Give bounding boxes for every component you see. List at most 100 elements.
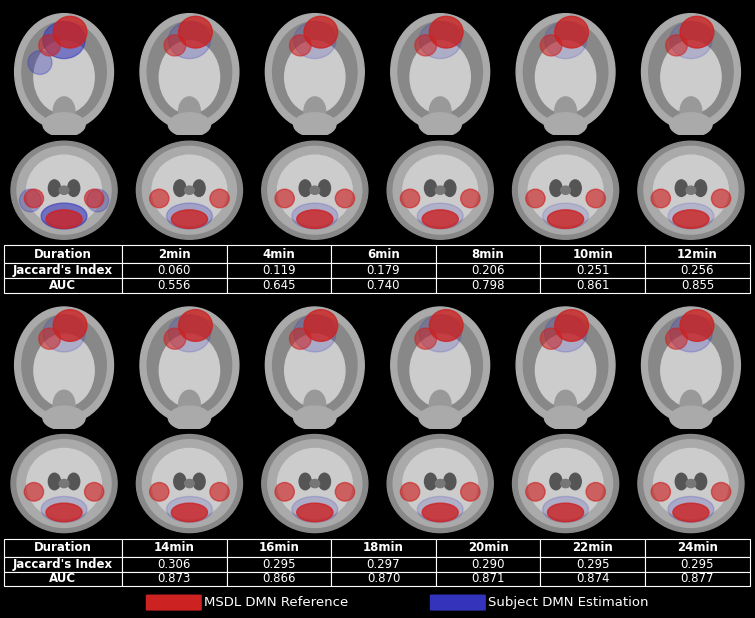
Ellipse shape <box>387 141 493 239</box>
Ellipse shape <box>41 496 87 522</box>
Ellipse shape <box>555 310 588 341</box>
Ellipse shape <box>680 16 713 48</box>
Ellipse shape <box>711 189 731 208</box>
Bar <box>122 263 226 278</box>
Bar <box>645 263 750 278</box>
Ellipse shape <box>294 406 336 430</box>
Ellipse shape <box>152 155 226 226</box>
Bar <box>541 263 645 278</box>
Ellipse shape <box>430 310 463 341</box>
Ellipse shape <box>185 480 194 488</box>
Ellipse shape <box>159 334 220 407</box>
Ellipse shape <box>185 186 194 194</box>
Ellipse shape <box>422 210 458 229</box>
Ellipse shape <box>273 315 357 415</box>
Text: AUC: AUC <box>49 572 76 585</box>
Ellipse shape <box>673 503 709 522</box>
Bar <box>541 538 645 557</box>
Ellipse shape <box>294 112 336 137</box>
Ellipse shape <box>11 434 117 533</box>
Ellipse shape <box>461 189 480 208</box>
Ellipse shape <box>24 483 44 501</box>
Ellipse shape <box>419 112 461 137</box>
Text: 0.873: 0.873 <box>158 572 191 585</box>
Text: Duration: Duration <box>34 541 92 554</box>
Ellipse shape <box>149 189 169 208</box>
Bar <box>436 263 541 278</box>
Ellipse shape <box>569 473 581 489</box>
Ellipse shape <box>168 315 211 352</box>
Ellipse shape <box>666 35 687 56</box>
Ellipse shape <box>523 22 608 122</box>
Ellipse shape <box>310 186 319 194</box>
Bar <box>331 572 436 586</box>
Ellipse shape <box>400 483 420 501</box>
Text: 12min: 12min <box>677 248 718 261</box>
Ellipse shape <box>53 97 75 126</box>
Ellipse shape <box>43 315 85 352</box>
Ellipse shape <box>516 307 615 423</box>
Bar <box>4 572 122 586</box>
Ellipse shape <box>137 141 242 239</box>
Ellipse shape <box>419 406 461 430</box>
Ellipse shape <box>555 16 588 48</box>
Ellipse shape <box>430 16 463 48</box>
Ellipse shape <box>292 496 337 522</box>
Ellipse shape <box>174 180 186 197</box>
Ellipse shape <box>541 35 562 56</box>
Bar <box>331 278 436 293</box>
Ellipse shape <box>547 210 584 229</box>
Ellipse shape <box>39 35 60 56</box>
Ellipse shape <box>46 503 82 522</box>
Ellipse shape <box>140 307 239 423</box>
Ellipse shape <box>414 35 436 56</box>
Ellipse shape <box>17 146 111 234</box>
Ellipse shape <box>544 112 587 137</box>
Text: 0.871: 0.871 <box>471 572 505 585</box>
Bar <box>436 278 541 293</box>
Text: 0.740: 0.740 <box>367 279 400 292</box>
Ellipse shape <box>686 480 696 488</box>
Ellipse shape <box>569 180 581 197</box>
Ellipse shape <box>68 180 80 197</box>
Text: 0.206: 0.206 <box>471 265 505 277</box>
Ellipse shape <box>179 97 200 126</box>
Ellipse shape <box>299 180 311 197</box>
Ellipse shape <box>444 180 456 197</box>
Ellipse shape <box>48 473 60 489</box>
Ellipse shape <box>39 328 60 349</box>
Ellipse shape <box>400 189 420 208</box>
Bar <box>645 245 750 263</box>
Ellipse shape <box>654 155 729 226</box>
Ellipse shape <box>14 14 113 130</box>
Ellipse shape <box>414 328 436 349</box>
Ellipse shape <box>43 112 85 137</box>
Ellipse shape <box>285 41 345 114</box>
Ellipse shape <box>210 483 230 501</box>
Ellipse shape <box>680 390 702 420</box>
Ellipse shape <box>387 434 493 533</box>
Bar <box>541 572 645 586</box>
Bar <box>436 557 541 572</box>
Ellipse shape <box>668 203 714 229</box>
Ellipse shape <box>167 203 212 229</box>
Ellipse shape <box>544 22 587 59</box>
Text: 0.866: 0.866 <box>262 572 296 585</box>
Ellipse shape <box>43 22 85 59</box>
Ellipse shape <box>304 390 325 420</box>
Ellipse shape <box>289 328 311 349</box>
Ellipse shape <box>393 439 487 527</box>
Ellipse shape <box>179 310 212 341</box>
Ellipse shape <box>422 503 458 522</box>
Ellipse shape <box>670 112 712 137</box>
Ellipse shape <box>159 41 220 114</box>
Ellipse shape <box>273 22 357 122</box>
Text: Jaccard's Index: Jaccard's Index <box>13 557 113 570</box>
Ellipse shape <box>277 449 352 519</box>
Ellipse shape <box>266 14 364 130</box>
Ellipse shape <box>335 189 355 208</box>
Ellipse shape <box>651 189 670 208</box>
Ellipse shape <box>436 186 445 194</box>
Bar <box>122 557 226 572</box>
Text: 0.295: 0.295 <box>681 557 714 570</box>
